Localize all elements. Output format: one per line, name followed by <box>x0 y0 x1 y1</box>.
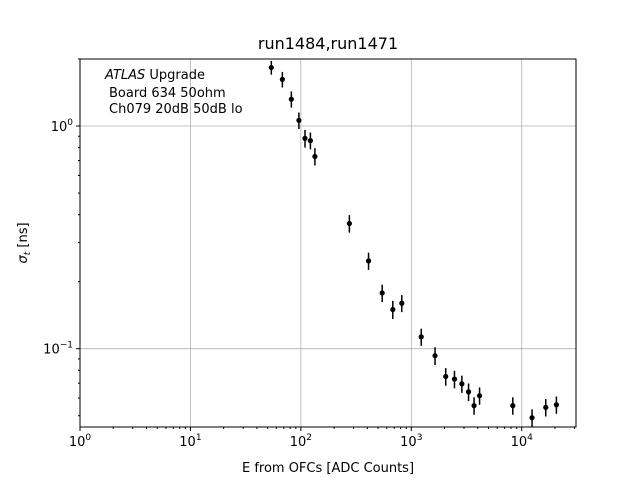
data-point <box>553 402 559 408</box>
y-tick-label: 10−1 <box>43 341 73 358</box>
data-point <box>390 306 396 313</box>
data-point <box>288 96 294 102</box>
data-point <box>312 153 318 160</box>
y-tick-label: 100 <box>51 118 74 135</box>
x-tick-label-base: 10 <box>400 435 417 450</box>
data-point <box>432 353 438 359</box>
data-point <box>399 300 405 306</box>
data-point <box>307 138 314 144</box>
data-point <box>476 393 483 399</box>
y-tick-label-base: 10 <box>43 343 60 358</box>
data-point <box>451 376 458 382</box>
atlas-label: ATLAS <box>104 68 145 83</box>
data-point <box>543 404 549 410</box>
data-point <box>302 135 308 141</box>
annotation-upgrade: Upgrade <box>145 68 205 83</box>
annotation: ATLAS Upgrade Board 634 50ohm Ch079 20dB… <box>104 68 243 117</box>
x-tick-label-base: 10 <box>69 435 86 450</box>
data-point <box>471 403 477 409</box>
x-tick-label-exponent: 4 <box>527 433 533 443</box>
y-tick-label-base: 10 <box>51 120 68 135</box>
data-point <box>459 381 465 387</box>
x-axis-label: E from OFCs [ADC Counts] <box>242 461 414 476</box>
data-point <box>346 220 352 227</box>
x-tick-label-exponent: 1 <box>196 433 202 443</box>
data-point <box>379 290 385 296</box>
data-point <box>510 403 516 409</box>
annotation-line-2: Board 634 50ohm <box>109 86 226 101</box>
plot-frame <box>79 58 577 428</box>
y-tick-label-exponent: 0 <box>67 118 73 128</box>
data-point <box>443 373 449 380</box>
data-point <box>279 76 285 82</box>
data-point <box>268 64 274 71</box>
x-tick-label: 102 <box>290 433 312 450</box>
x-tick-label-exponent: 0 <box>85 433 91 443</box>
x-tick-label: 104 <box>511 433 534 450</box>
y-axis-label: σt [ns] <box>16 222 33 263</box>
x-tick-label-base: 10 <box>290 435 307 450</box>
x-tick-label: 101 <box>179 433 201 450</box>
y-axis-label-subscript: t <box>23 251 33 255</box>
x-tick-label-base: 10 <box>179 435 196 450</box>
y-axis-label-unit: [ns] <box>16 222 31 251</box>
data-point <box>465 389 472 395</box>
data-point <box>529 415 535 421</box>
points-layer <box>268 60 559 427</box>
annotation-line-1: ATLAS Upgrade <box>104 68 205 83</box>
y-tick-label-exponent: −1 <box>60 341 73 351</box>
data-point <box>365 258 372 264</box>
annotation-line-3: Ch079 20dB 50dB lo <box>109 102 243 117</box>
chart-title: run1484,run1471 <box>258 34 398 53</box>
x-tick-label: 103 <box>400 433 422 450</box>
x-tick-label-base: 10 <box>511 435 528 450</box>
data-point <box>418 334 424 340</box>
x-tick-label-exponent: 2 <box>306 433 312 443</box>
x-tick-label: 100 <box>69 433 92 450</box>
y-axis-label-symbol: σ <box>16 255 31 264</box>
x-tick-label-exponent: 3 <box>417 433 423 443</box>
data-point <box>296 117 302 123</box>
